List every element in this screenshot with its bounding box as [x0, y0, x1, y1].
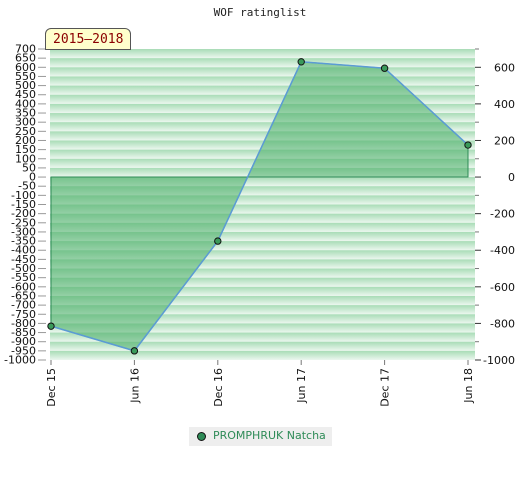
y-left-tick-label: -900: [11, 335, 36, 348]
x-tick-label: Jun 18: [462, 368, 475, 404]
y-right-tick-label: -200: [490, 208, 515, 221]
grid-band: [50, 195, 475, 205]
y-left-tick-label: -50: [18, 180, 36, 193]
grid-band: [50, 241, 475, 251]
y-left-tick-label: 600: [15, 61, 36, 74]
y-left-tick-label: -800: [11, 317, 36, 330]
grid-band: [50, 58, 475, 68]
grid-band: [50, 113, 475, 123]
x-tick-label: Jun 16: [128, 368, 141, 404]
y-right-tick-label: 0: [508, 171, 515, 184]
y-left-tick-label: 250: [15, 125, 36, 138]
y-left-tick-label: 50: [22, 161, 36, 174]
y-left-tick-label: 650: [15, 52, 36, 65]
data-point: [464, 141, 472, 149]
y-right-tick-label: -1000: [483, 354, 515, 367]
grid-band: [50, 122, 475, 132]
y-left-tick-label: -1000: [4, 354, 36, 367]
y-left-tick-label: 550: [15, 70, 36, 83]
grid-band: [50, 314, 475, 324]
data-point: [130, 347, 139, 355]
legend: PROMPHRUK Natcha: [189, 427, 332, 446]
x-tick-label: Dec 15: [45, 368, 58, 407]
y-left-tick-label: -300: [11, 225, 36, 238]
y-left-tick-label: -700: [11, 299, 36, 312]
chart-title: WOF ratinglist: [213, 6, 307, 19]
y-left-tick-label: -600: [11, 280, 36, 293]
grid-band: [50, 332, 475, 342]
y-left-tick-label: -500: [11, 262, 36, 275]
data-point: [214, 237, 222, 245]
y-left-tick-label: 200: [15, 134, 36, 147]
y-left-tick-label: -750: [11, 308, 36, 321]
y-right-tick-label: -600: [490, 281, 515, 294]
y-right-tick-label: -400: [490, 244, 515, 257]
grid-band: [50, 204, 475, 214]
grid-band: [50, 186, 475, 196]
grid-band: [50, 85, 475, 95]
data-point: [47, 322, 55, 330]
y-right-tick-label: -800: [490, 317, 515, 330]
y-left-tick-label: -400: [11, 244, 36, 257]
y-left-tick-label: 0: [29, 171, 36, 184]
grid-band: [50, 250, 475, 260]
y-left-tick-label: -550: [11, 271, 36, 284]
grid-band: [50, 350, 475, 360]
y-left-tick-label: -850: [11, 326, 36, 339]
y-right-tick-label: 400: [494, 98, 515, 111]
y-left-tick-label: -950: [11, 344, 36, 357]
y-left-tick-label: 450: [15, 88, 36, 101]
y-left-tick-label: 350: [15, 107, 36, 120]
grid-band: [50, 76, 475, 86]
grid-band: [50, 341, 475, 351]
x-tick-label: Jun 17: [295, 368, 308, 404]
grid-band: [50, 305, 475, 315]
y-left-tick-label: -250: [11, 216, 36, 229]
y-right-tick-label: 200: [494, 134, 515, 147]
series-line: [50, 61, 469, 352]
grid-band: [50, 222, 475, 232]
grid-band: [50, 103, 475, 114]
grid-band: [50, 131, 475, 141]
grid-band: [50, 323, 475, 333]
y-left-tick-label: -200: [11, 207, 36, 220]
grid-band: [50, 286, 475, 296]
legend-marker: [197, 432, 206, 441]
y-left-tick-label: -350: [11, 235, 36, 248]
grid-band: [50, 268, 475, 278]
y-left-tick-label: -650: [11, 289, 36, 302]
y-left-tick-label: 700: [15, 43, 36, 56]
y-left-tick-label: 500: [15, 79, 36, 92]
grid-band: [50, 259, 475, 269]
grid-band: [50, 295, 475, 306]
legend-label: PROMPHRUK Natcha: [213, 429, 326, 442]
grid-band: [50, 49, 475, 59]
y-left-tick-label: 300: [15, 116, 36, 129]
grid-band: [50, 231, 475, 242]
grid-band: [50, 94, 475, 104]
y-left-tick-label: -150: [11, 198, 36, 211]
x-tick-label: Dec 16: [212, 368, 225, 407]
y-left-tick-label: 150: [15, 143, 36, 156]
y-left-tick-label: 100: [15, 152, 36, 165]
y-left-tick-label: -100: [11, 189, 36, 202]
y-left-tick-label: 400: [15, 97, 36, 110]
y-left-tick-label: -450: [11, 253, 36, 266]
data-point: [380, 64, 389, 72]
x-tick-label: Dec 17: [379, 368, 392, 407]
grid-band: [50, 213, 475, 223]
year-range-badge: 2015–2018: [45, 28, 132, 50]
grid-band: [50, 277, 475, 287]
grid-band: [50, 67, 475, 77]
grid-band: [50, 177, 475, 187]
y-right-tick-label: 600: [494, 61, 515, 74]
data-point: [297, 58, 305, 66]
